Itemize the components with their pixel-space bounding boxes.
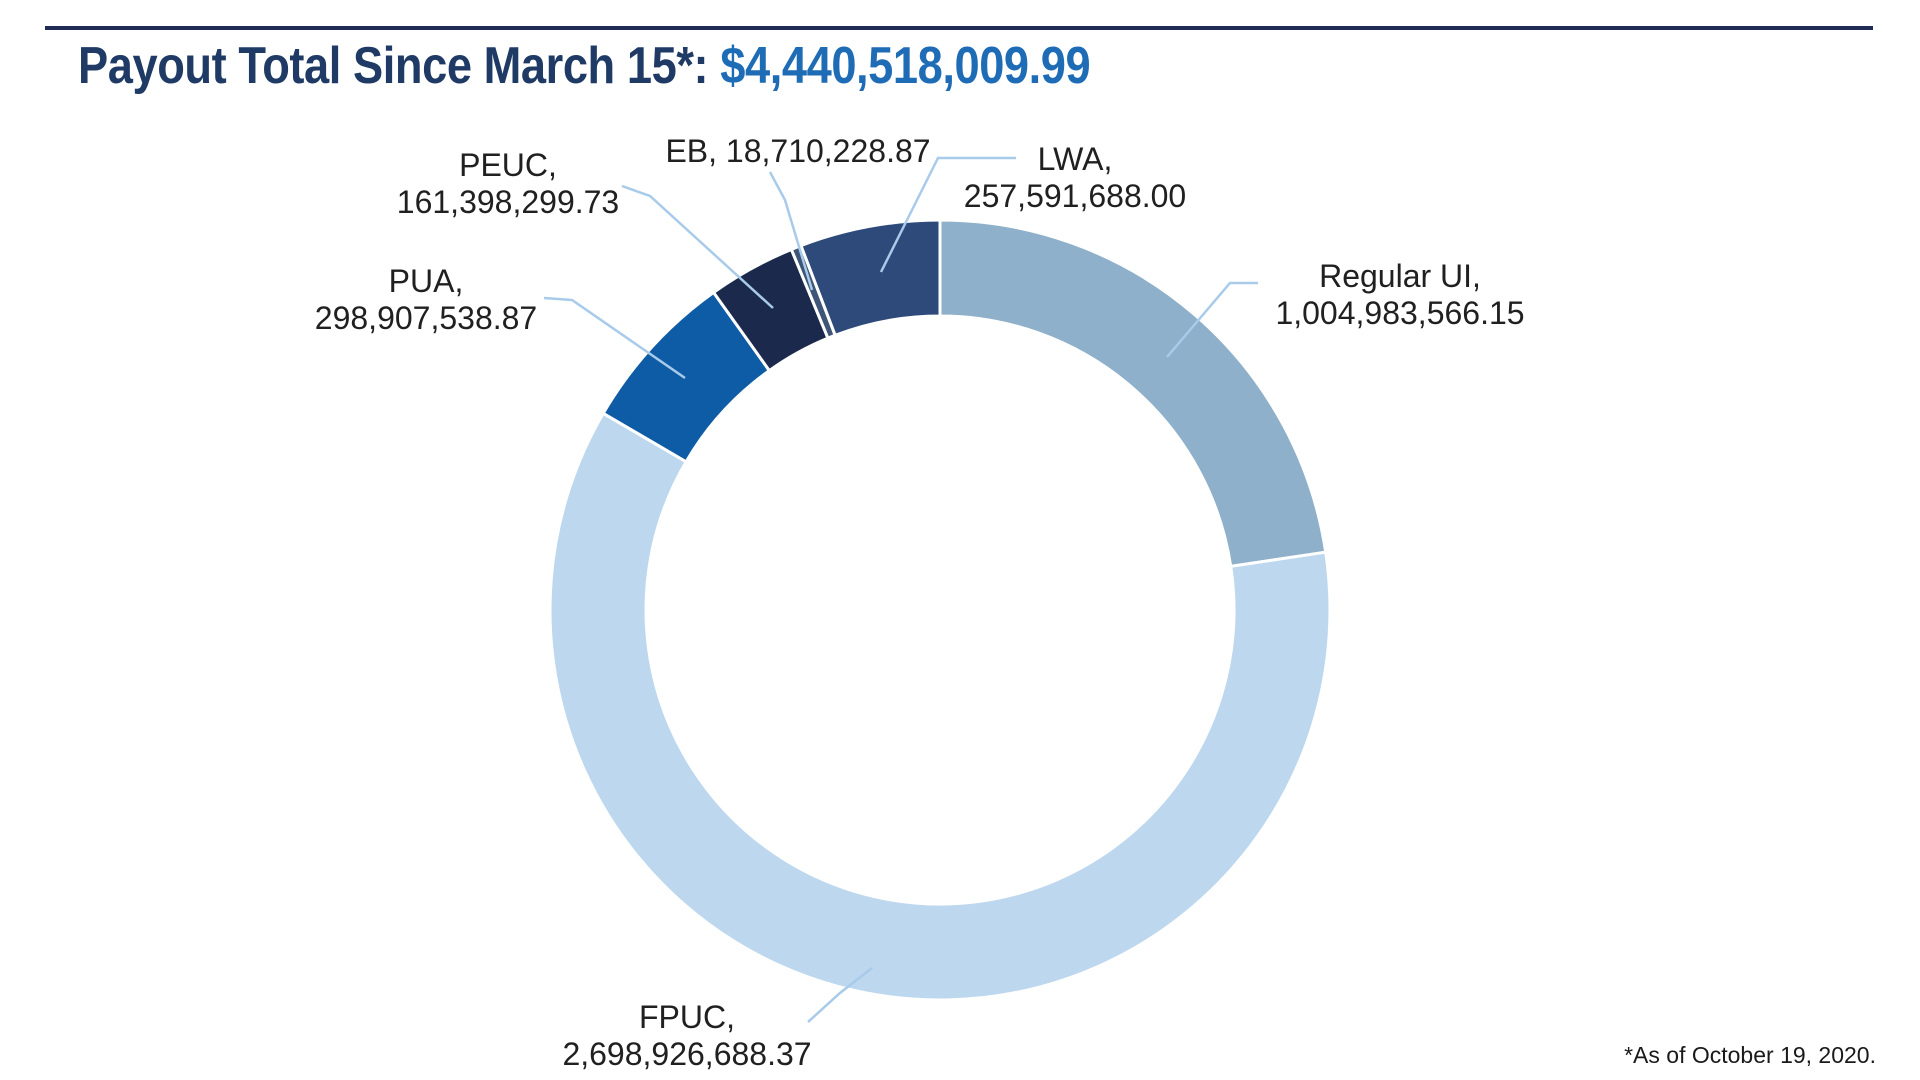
page-title: Payout Total Since March 15*: $4,440,518… [78,36,1091,96]
leader-line-eb [768,171,814,291]
label-peuc: PEUC, 161,398,299.73 [397,147,619,221]
label-eb: EB, 18,710,228.87 [665,133,930,170]
label-peuc-line1: PEUC, [459,147,557,183]
leader-line-lwa [879,156,1016,273]
label-regular-ui-line1: Regular UI, [1319,258,1481,294]
footnote: *As of October 19, 2020. [1624,1042,1876,1068]
label-peuc-line2: 161,398,299.73 [396,184,620,220]
label-regular-ui-line2: 1,004,983,566.15 [1275,295,1525,331]
label-regular-ui: Regular UI, 1,004,983,566.15 [1275,258,1524,332]
donut-slice-lwa [799,218,942,338]
label-pua: PUA, 298,907,538.87 [315,263,537,337]
leader-line-fpuc [807,967,873,1023]
label-lwa-line2: 257,591,688.00 [963,178,1187,214]
label-fpuc-line1: FPUC, [639,999,735,1035]
label-pua-line2: 298,907,538.87 [314,300,538,336]
leader-line-pua [543,296,686,380]
label-pua-line1: PUA, [388,263,464,299]
title-prefix: Payout Total Since March 15*: [78,37,721,95]
title-amount: $4,440,518,009.99 [720,37,1091,95]
label-lwa: LWA, 257,591,688.00 [964,141,1186,215]
top-rule [45,26,1873,30]
label-eb-line1: EB, 18,710,228.87 [665,133,931,169]
leader-line-regular-ui [1166,281,1258,358]
donut-slice-fpuc [548,411,1332,1002]
donut-slice-regular-ui [938,218,1328,569]
label-lwa-line1: LWA, [1037,141,1113,177]
label-fpuc-line2: 2,698,926,688.37 [562,1036,812,1072]
label-fpuc: FPUC, 2,698,926,688.37 [562,999,811,1073]
leader-line-peuc [621,184,774,309]
